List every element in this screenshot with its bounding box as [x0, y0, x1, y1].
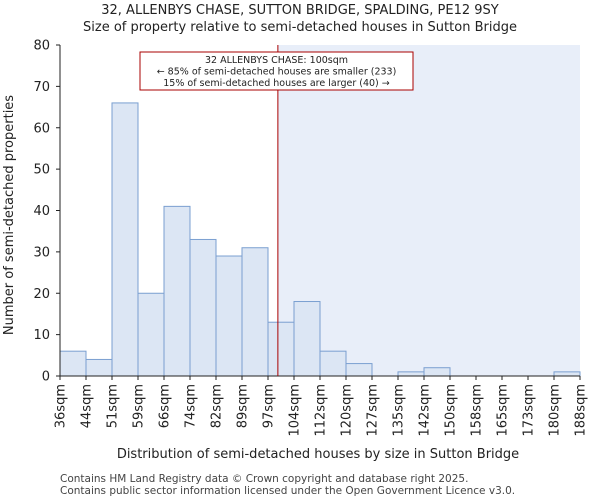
x-tick-label-104sqm: 104sqm	[288, 384, 303, 437]
x-axis-title: Distribution of semi-detached houses by …	[117, 447, 519, 462]
bar-97sqm	[267, 321, 295, 377]
x-tick-label-112sqm: 112sqm	[314, 384, 329, 437]
annotation-line-2: ← 85% of semi-detached houses are smalle…	[157, 67, 397, 78]
footer-licence: Contains public sector information licen…	[60, 485, 516, 497]
chart-subtitle: Size of property relative to semi-detach…	[83, 20, 517, 35]
x-tick-label-74sqm: 74sqm	[184, 384, 199, 428]
bar-104sqm	[293, 301, 321, 377]
x-tick-label-82sqm: 82sqm	[210, 384, 225, 428]
bar-142sqm	[423, 367, 451, 377]
y-tick-label-70: 70	[33, 80, 50, 95]
bar-82sqm	[215, 255, 243, 377]
annotation-line-1: 32 ALLENBYS CHASE: 100sqm	[205, 55, 348, 66]
bar-112sqm	[319, 350, 347, 377]
x-tick-label-158sqm: 158sqm	[470, 384, 485, 437]
x-tick-label-97sqm: 97sqm	[262, 384, 277, 428]
bar-59sqm	[137, 292, 165, 377]
bar-89sqm	[241, 247, 269, 377]
x-tick-label-66sqm: 66sqm	[158, 384, 173, 428]
histogram-chart: 0 10 20 30 40 50 60 70 80 36sqm 44sqm 51sqm 59sqm 66s…	[2, 39, 589, 463]
x-tick-label-120sqm: 120sqm	[340, 384, 355, 437]
bar-74sqm	[189, 238, 217, 377]
y-tick-label-80: 80	[33, 39, 50, 54]
x-tick-label-188sqm: 188sqm	[574, 384, 589, 437]
bar-120sqm	[345, 363, 373, 377]
y-tick-label-40: 40	[33, 204, 50, 219]
y-tick-label-10: 10	[33, 328, 50, 343]
bar-180sqm	[553, 371, 581, 377]
bar-44sqm	[85, 358, 113, 377]
x-tick-label-44sqm: 44sqm	[80, 384, 95, 428]
chart-title: 32, ALLENBYS CHASE, SUTTON BRIDGE, SPALD…	[101, 3, 499, 18]
y-tick-label-50: 50	[33, 163, 50, 178]
x-tick-label-51sqm: 51sqm	[106, 384, 121, 428]
x-tick-label-59sqm: 59sqm	[132, 384, 147, 428]
larger-region-highlight	[277, 45, 580, 376]
x-tick-label-89sqm: 89sqm	[236, 384, 251, 428]
x-tick-label-150sqm: 150sqm	[444, 384, 459, 437]
annotation-line-3: 15% of semi-detached houses are larger (…	[163, 78, 390, 89]
bar-66sqm	[163, 205, 191, 377]
x-tick-label-142sqm: 142sqm	[418, 384, 433, 437]
annotation-box	[139, 51, 414, 91]
x-tick-label-36sqm: 36sqm	[54, 384, 69, 428]
bar-135sqm	[397, 371, 425, 377]
footer-copyright: Contains HM Land Registry data © Crown c…	[60, 473, 469, 485]
x-tick-label-165sqm: 165sqm	[496, 384, 511, 437]
y-tick-label-30: 30	[33, 245, 50, 260]
bar-51sqm	[111, 102, 139, 377]
y-tick-label-20: 20	[33, 287, 50, 302]
y-axis-title: Number of semi-detached properties	[2, 95, 17, 335]
y-tick-label-0: 0	[42, 370, 50, 385]
x-tick-label-127sqm: 127sqm	[366, 384, 381, 437]
x-tick-label-173sqm: 173sqm	[522, 384, 537, 437]
bar-36sqm	[59, 350, 87, 377]
x-tick-label-135sqm: 135sqm	[392, 384, 407, 437]
x-tick-label-180sqm: 180sqm	[548, 384, 563, 437]
y-tick-label-60: 60	[33, 121, 50, 136]
